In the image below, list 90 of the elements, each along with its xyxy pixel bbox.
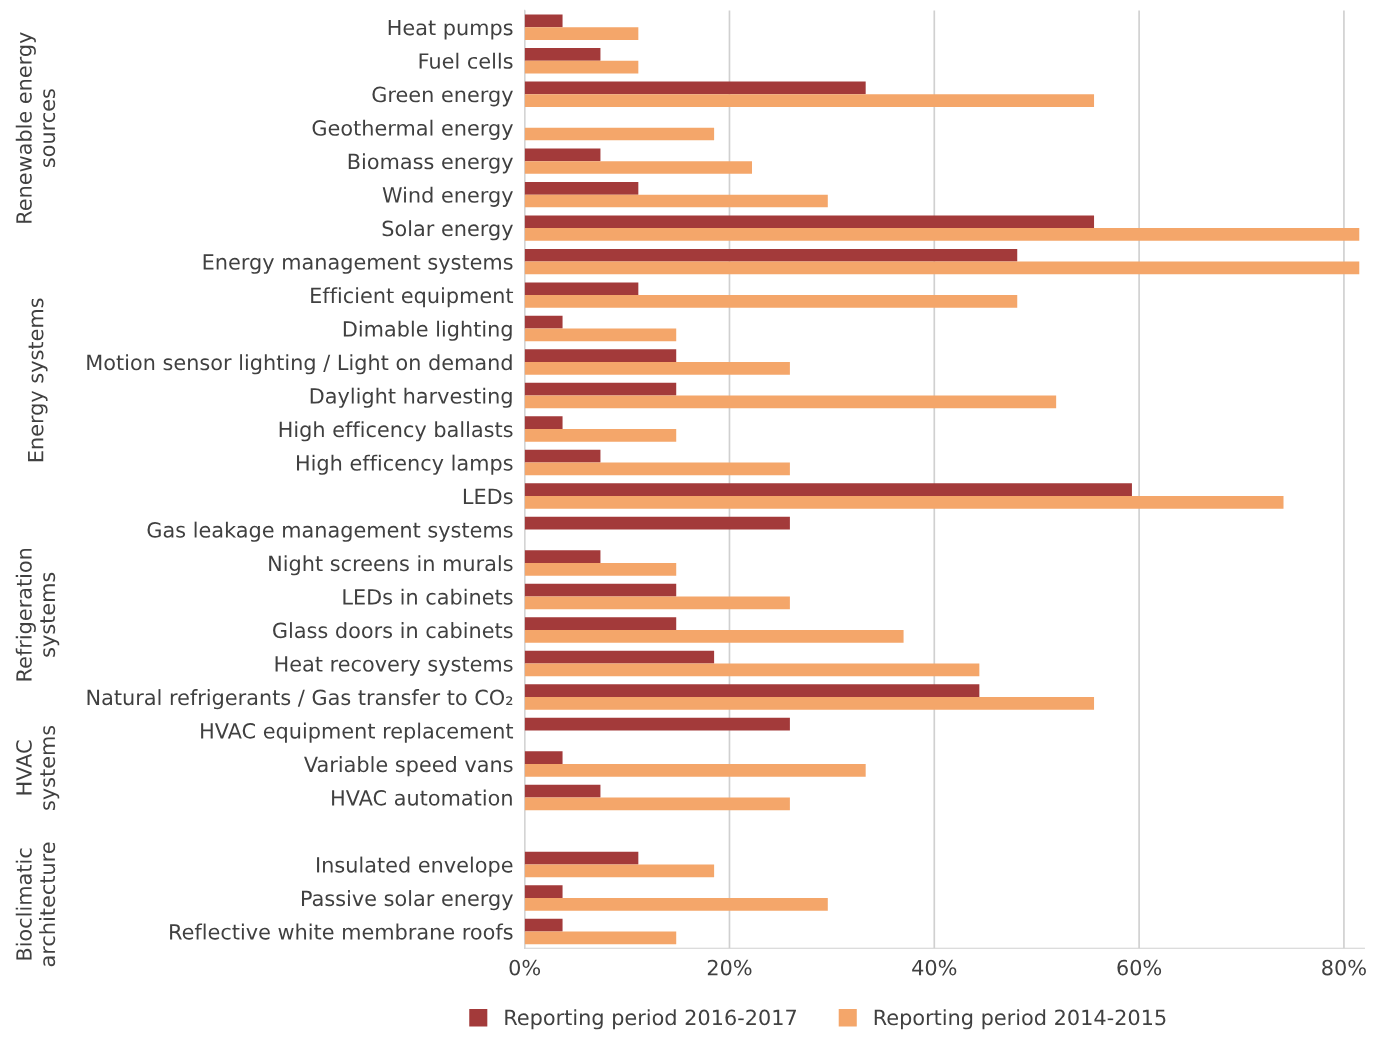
bar: [524, 127, 715, 141]
bar: [524, 282, 639, 296]
y-tick-label: Dimable lighting: [343, 320, 512, 341]
bar: [524, 697, 1095, 710]
bar: [524, 60, 639, 74]
bar: [524, 94, 1095, 107]
bar: [524, 897, 828, 911]
y-tick-label: Reflective white membrane roofs: [170, 923, 513, 940]
y-tick-label: Green energy: [372, 86, 513, 107]
bar: [524, 483, 1132, 497]
bar: [524, 215, 1095, 229]
x-tick-label: 40%: [912, 959, 957, 976]
bar: [524, 684, 980, 698]
bar: [524, 194, 828, 208]
y-tick-label: Passive solar energy: [302, 890, 513, 911]
bar: [524, 864, 715, 878]
y-tick-label: LEDs: [463, 488, 513, 505]
bar: [524, 516, 790, 530]
bar: [524, 751, 563, 765]
bar: [524, 630, 904, 643]
text: Energy systems: [28, 298, 48, 462]
bar: [524, 784, 601, 798]
bar: [524, 650, 715, 664]
bar: [524, 764, 866, 777]
bar: [524, 161, 753, 174]
bar: [524, 462, 790, 476]
y-tick-label: Efficient equipment: [311, 287, 514, 308]
x-tick-label: 0%: [509, 959, 541, 976]
bar: [524, 181, 639, 195]
bar: [524, 27, 639, 40]
y-tick-label: Motion sensor lighting / Light on demand: [87, 354, 512, 375]
bar: [524, 596, 790, 610]
y-tick-label: HVAC equipment replacement: [201, 722, 514, 743]
x-tick-label: 80%: [1322, 959, 1366, 976]
bar: [524, 931, 677, 945]
bar: [524, 918, 563, 932]
bar: [524, 148, 601, 162]
y-tick-label: Biomass energy: [348, 153, 513, 174]
bar: [524, 248, 1018, 262]
bar: [524, 496, 1284, 509]
y-tick-label: Insulated envelope: [317, 856, 513, 877]
bar: [524, 81, 866, 95]
y-tick-label: Energy management systems: [203, 254, 513, 274]
bar: [524, 885, 563, 898]
bar: [524, 395, 1057, 409]
bar: [524, 449, 601, 463]
y-tick-label: Geothermal energy: [312, 119, 513, 140]
y-tick-label: Heat pumps: [388, 19, 513, 40]
legend-label: Reporting period 2016-2017: [505, 1009, 796, 1030]
x-tick-label: 20%: [707, 959, 752, 976]
y-tick-label: Gas leakage management systems: [147, 521, 513, 542]
bar: [524, 315, 563, 329]
bar: [524, 563, 677, 576]
text: Renewable energy sources: [15, 32, 56, 223]
text: Bioclimatic architecture: [15, 842, 56, 967]
y-tick-label: HVAC automation: [332, 789, 512, 806]
y-tick-label: LEDs in cabinets: [343, 588, 513, 605]
bar: [524, 416, 563, 430]
y-tick-label: Daylight harvesting: [310, 387, 512, 408]
x-tick-label: 60%: [1117, 959, 1162, 976]
y-tick-label: High efficency ballasts: [279, 421, 513, 442]
legend-label: Reporting period 2014-2015: [874, 1009, 1166, 1030]
bar: [524, 261, 1360, 275]
bar: [524, 851, 639, 865]
y-tick-label: Fuel cells: [419, 52, 513, 69]
bar: [524, 47, 601, 61]
bar: [524, 797, 790, 811]
text: Refrigeration systems: [15, 548, 60, 681]
text: HVAC systems: [16, 725, 60, 810]
y-tick-label: Heat recovery systems: [275, 656, 513, 676]
y-tick-label: Night screens in murals: [269, 555, 513, 576]
bar: [524, 550, 601, 564]
bar: [524, 14, 563, 28]
bar: [524, 429, 677, 442]
bar: [524, 663, 980, 677]
y-tick-label: Natural refrigerants / Gas transfer to CO₂: [87, 689, 513, 710]
bar: [524, 328, 677, 342]
bar: [524, 382, 677, 396]
y-tick-label: Variable speed vans: [304, 756, 513, 777]
bar: [524, 362, 790, 375]
bar: [524, 717, 790, 731]
y-tick-label: Glass doors in cabinets: [273, 622, 513, 639]
y-tick-label: Wind energy: [382, 186, 513, 207]
bar: [524, 617, 677, 631]
y-tick-label: High efficency lamps: [297, 454, 513, 475]
bar: [524, 349, 677, 363]
bar: [524, 583, 677, 597]
bar: [524, 295, 1018, 308]
bar: [524, 228, 1360, 241]
y-tick-label: Solar energy: [382, 220, 513, 241]
